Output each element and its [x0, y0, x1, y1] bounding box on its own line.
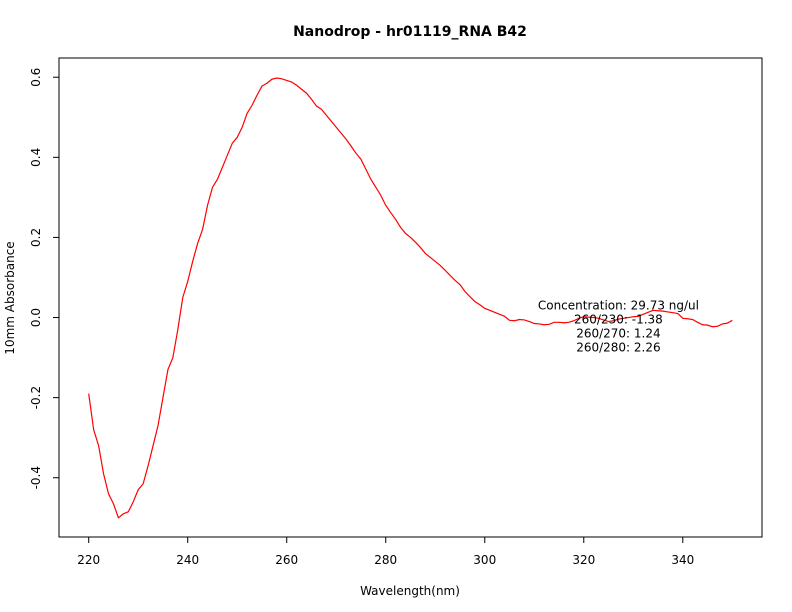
x-tick-label: 280	[374, 553, 397, 567]
x-tick-label: 300	[473, 553, 496, 567]
y-tick-label: -0.4	[29, 466, 43, 489]
x-tick-label: 220	[77, 553, 100, 567]
x-tick-label: 340	[671, 553, 694, 567]
x-tick-label: 260	[275, 553, 298, 567]
y-tick-label: -0.2	[29, 386, 43, 409]
y-tick-label: 0.2	[29, 228, 43, 247]
annotation-line: 260/280: 2.26	[576, 341, 660, 355]
annotation-line: 260/230: -1.38	[574, 313, 663, 327]
absorbance-line	[88, 77, 733, 519]
x-tick-label: 320	[572, 553, 595, 567]
chart-title: Nanodrop - hr01119_RNA B42	[293, 24, 527, 40]
x-axis-label: Wavelength(nm)	[360, 584, 460, 598]
annotation-line: 260/270: 1.24	[576, 327, 660, 341]
x-tick-label: 240	[176, 553, 199, 567]
annotation-line: Concentration: 29.73 ng/ul	[538, 299, 699, 313]
y-tick-label: 0.0	[29, 308, 43, 327]
y-axis: -0.4 -0.2 0.0 0.2 0.4 0.6	[29, 68, 60, 489]
y-axis-label: 10mm Absorbance	[3, 241, 17, 354]
y-tick-label: 0.4	[29, 148, 43, 167]
y-tick-label: 0.6	[29, 68, 43, 87]
x-axis: 220 240 260 280 300 320 340	[77, 536, 694, 567]
